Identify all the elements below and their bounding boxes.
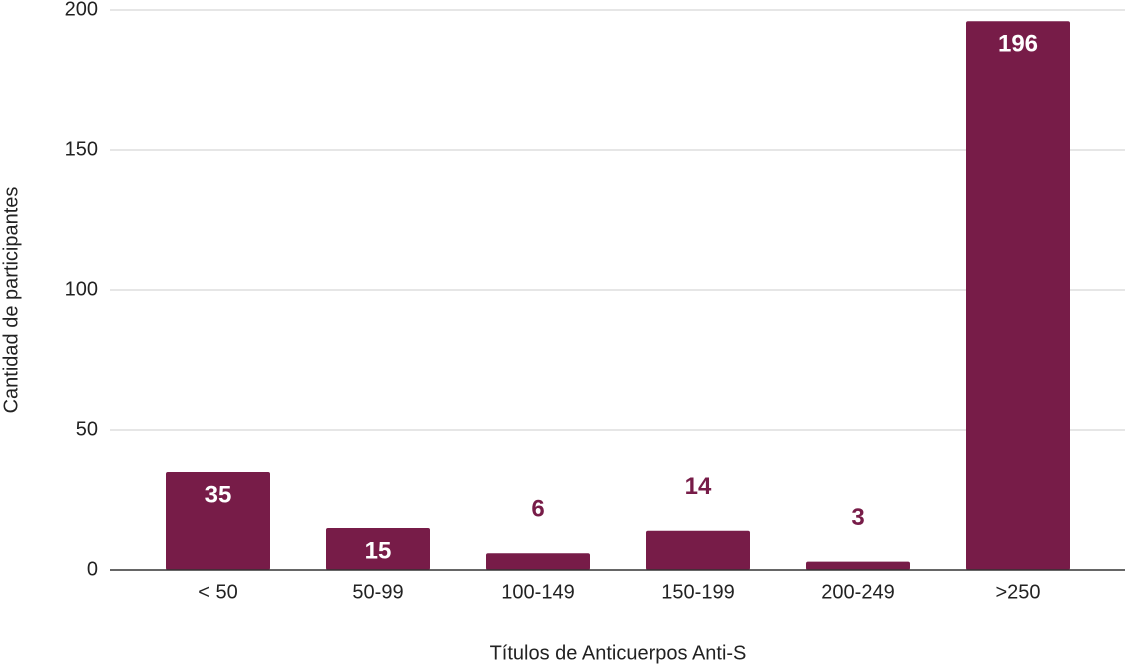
- bar: [326, 528, 430, 570]
- data-label: 14: [685, 473, 712, 500]
- x-tick-label: 50-99: [352, 581, 403, 603]
- data-label: 35: [205, 481, 232, 508]
- data-label: 196: [998, 31, 1038, 58]
- x-tick-label: >250: [995, 581, 1040, 603]
- bar: [486, 553, 590, 570]
- y-tick-label: 200: [65, 0, 98, 20]
- x-tick-label: < 50: [198, 581, 237, 603]
- data-label: 6: [531, 496, 544, 523]
- x-tick-label: 150-199: [661, 581, 734, 603]
- bar: [166, 472, 270, 570]
- y-tick-label: 150: [65, 138, 98, 160]
- y-tick-label: 0: [87, 558, 98, 580]
- x-axis-title: Títulos de Anticuerpos Anti-S: [490, 642, 747, 664]
- y-tick-label: 100: [65, 278, 98, 300]
- data-label: 15: [365, 537, 392, 564]
- bar: [806, 561, 910, 570]
- x-tick-label: 200-249: [821, 581, 894, 603]
- bar: [646, 530, 750, 570]
- x-tick-label: 100-149: [501, 581, 574, 603]
- y-tick-label: 50: [76, 418, 98, 440]
- y-axis-title: Cantidad de participantes: [0, 187, 22, 414]
- bar: [966, 21, 1070, 570]
- data-label: 3: [851, 504, 864, 531]
